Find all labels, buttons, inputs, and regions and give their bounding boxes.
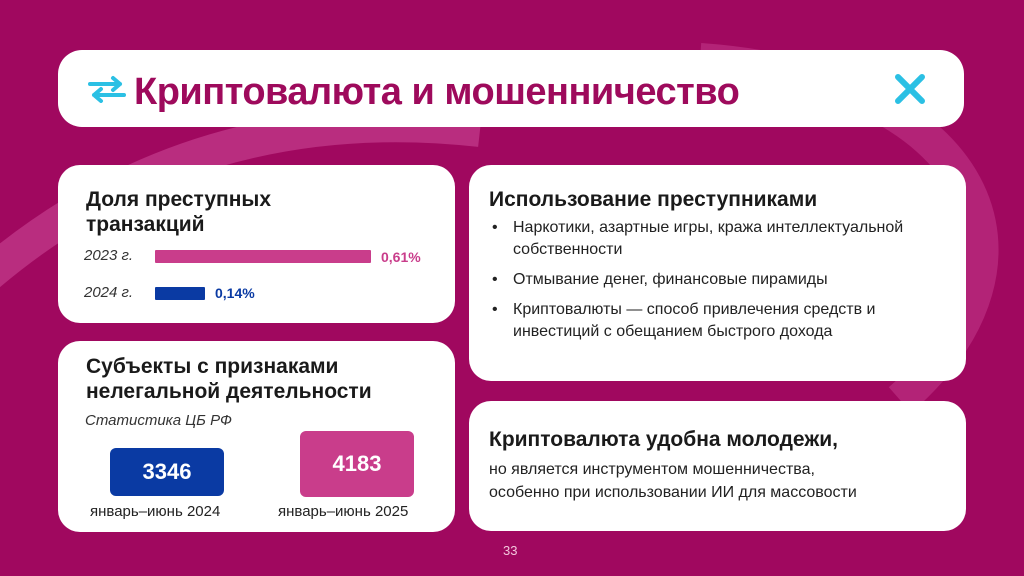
- card-heading-line2: нелегальной деятельности: [86, 380, 372, 403]
- card-heading-line2: транзакций: [86, 213, 205, 236]
- year-label-2023: 2023 г.: [84, 247, 134, 264]
- page-title: Криптовалюта и мошенничество: [134, 71, 740, 113]
- youth-card: Криптовалюта удобна молодежи, но являетс…: [469, 401, 966, 531]
- year-label-2024: 2024 г.: [84, 284, 134, 301]
- card-heading: Использование преступниками: [489, 188, 818, 211]
- bar-2023: [155, 250, 371, 263]
- card-heading: Криптовалюта удобна молодежи,: [489, 428, 838, 451]
- stat-period-2024: январь–июнь 2024: [90, 503, 221, 520]
- swap-arrows-icon: [88, 76, 126, 103]
- stat-box-2024: 3346: [110, 448, 224, 496]
- bar-2024: [155, 287, 205, 300]
- bullet-list: Наркотики, азартные игры, кража интеллек…: [489, 217, 949, 351]
- card-heading-line1: Доля преступных: [86, 188, 272, 211]
- body-text-line1: но является инструментом мошенничества,: [489, 461, 815, 478]
- title-bar: [58, 50, 964, 127]
- stat-period-2025: январь–июнь 2025: [278, 503, 409, 520]
- value-label-2023: 0,61%: [381, 249, 421, 265]
- body-text-line2: особенно при использовании ИИ для массов…: [489, 484, 857, 501]
- cross-icon: [895, 74, 925, 104]
- list-item: Отмывание денег, финансовые пирамиды: [489, 269, 949, 291]
- value-label-2024: 0,14%: [215, 285, 255, 301]
- stat-box-2025: 4183: [300, 431, 414, 497]
- card-heading-line1: Субъекты с признаками: [86, 355, 339, 378]
- illegal-activity-card: Субъекты с признаками нелегальной деятел…: [58, 341, 455, 532]
- criminal-use-card: Использование преступниками Наркотики, а…: [469, 165, 966, 381]
- criminal-transactions-card: Доля преступных транзакций 2023 г. 0,61%…: [58, 165, 455, 323]
- source-subtitle: Статистика ЦБ РФ: [85, 412, 232, 429]
- page-number: 33: [503, 543, 518, 558]
- list-item: Наркотики, азартные игры, кража интеллек…: [489, 217, 949, 261]
- list-item: Криптовалюты — способ привлечения средст…: [489, 299, 949, 343]
